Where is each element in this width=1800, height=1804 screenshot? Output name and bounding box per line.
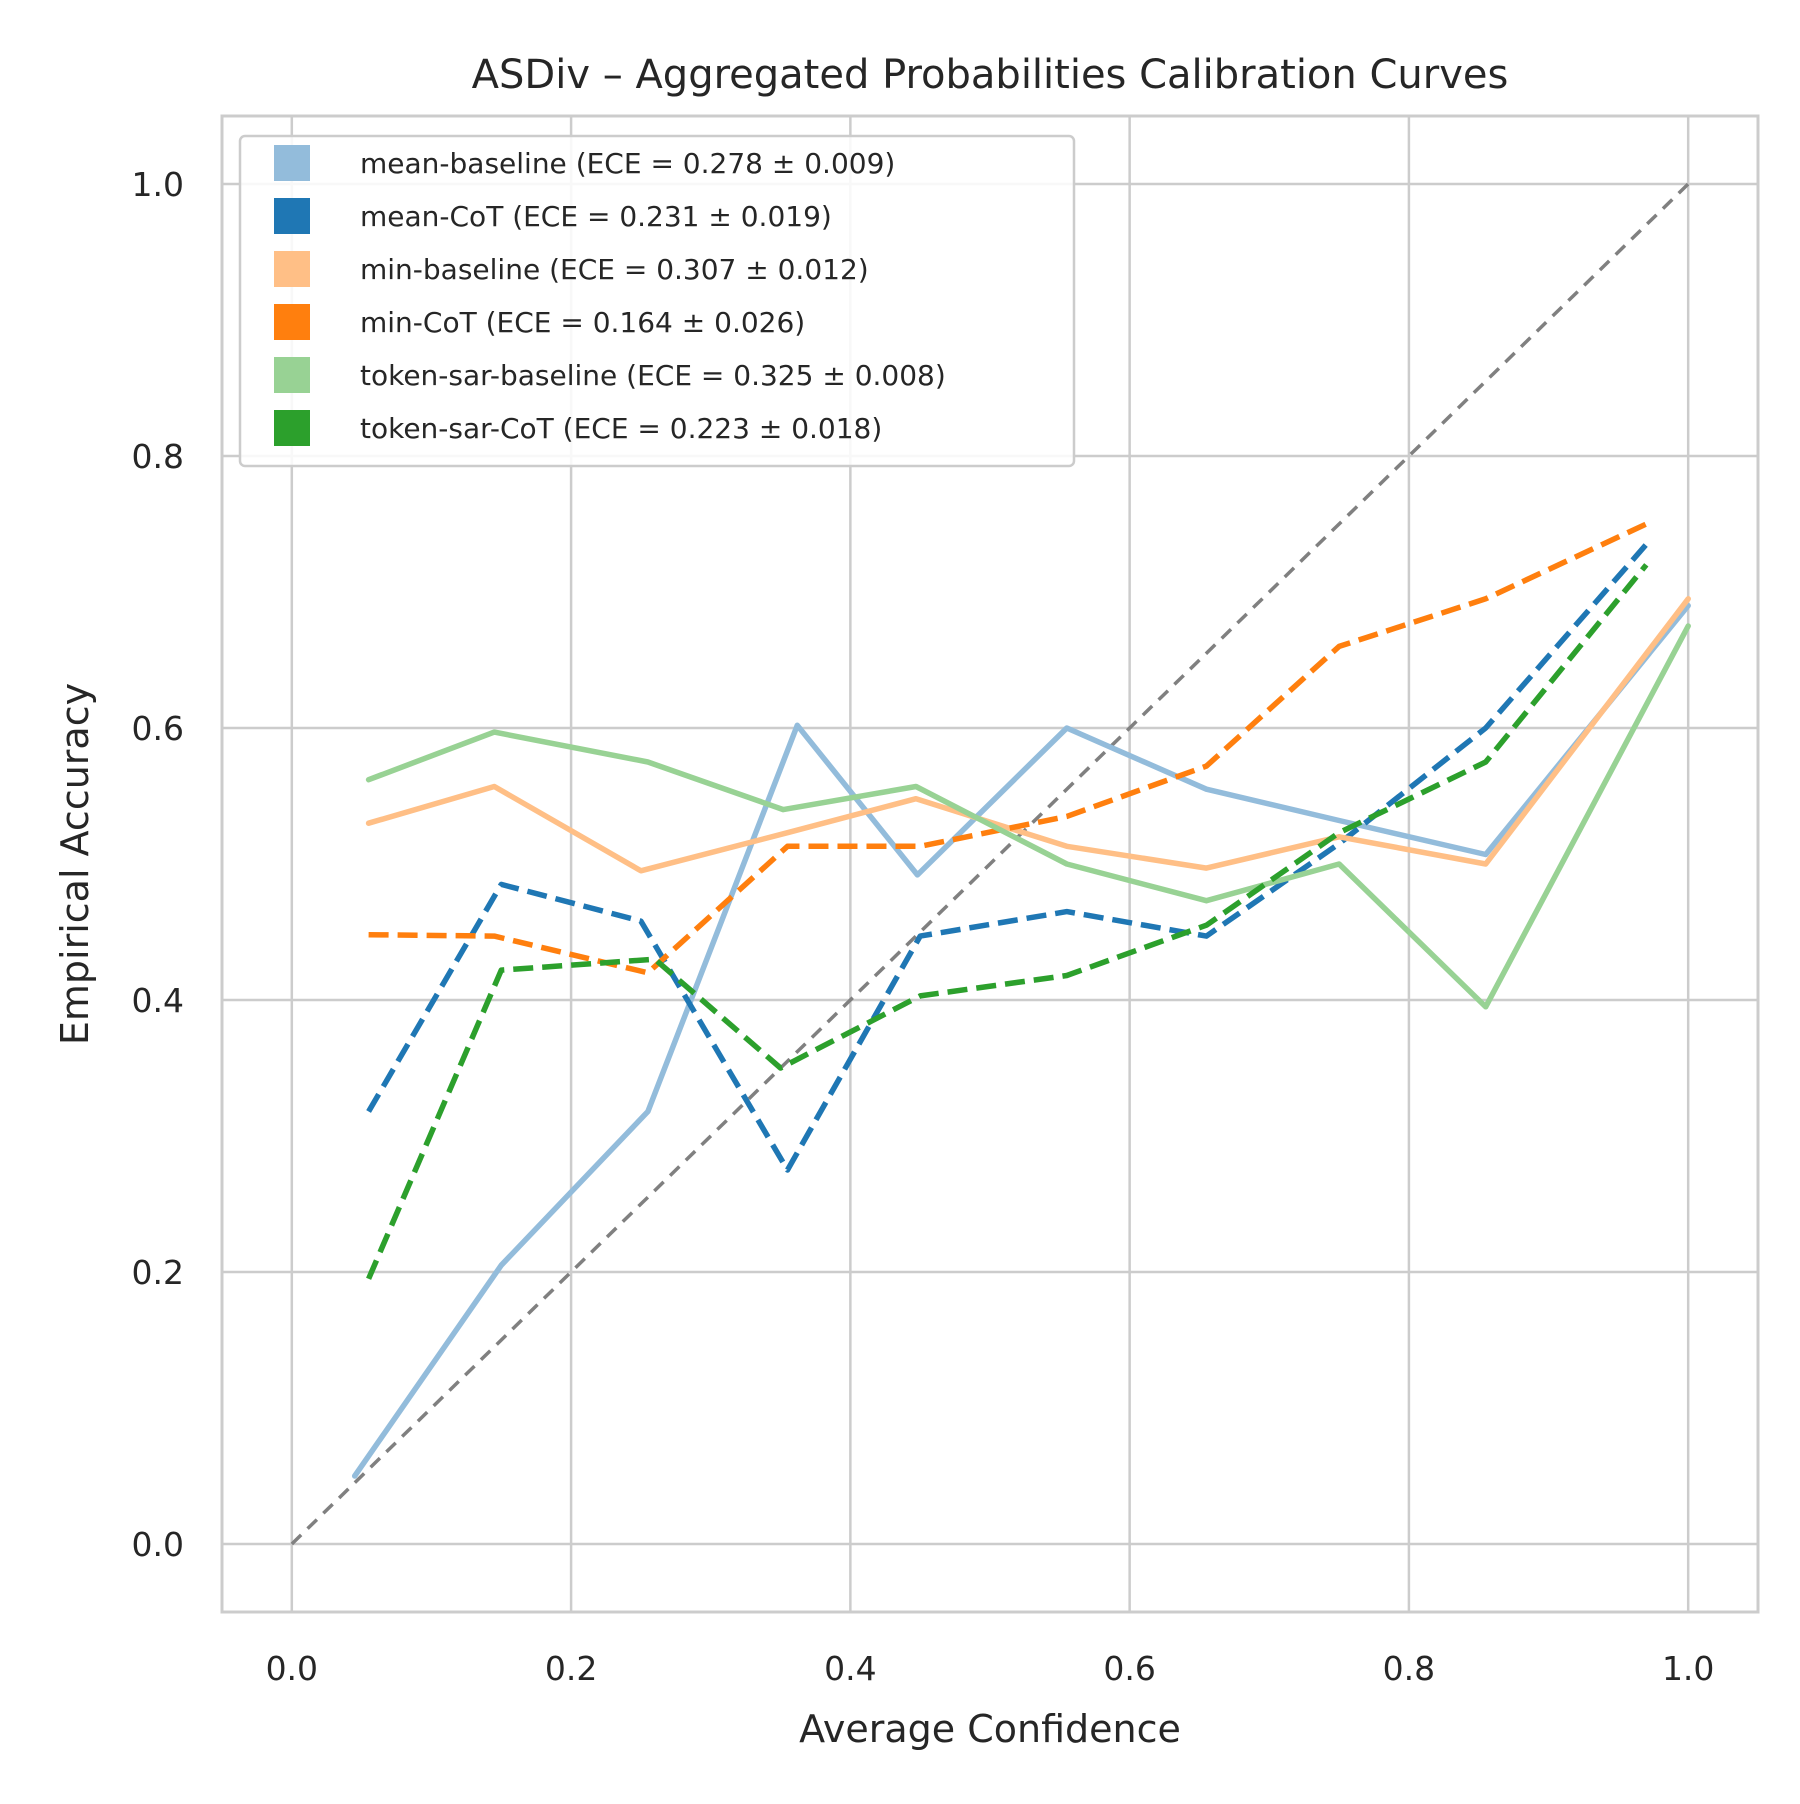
y-tick-label: 0.0 [132, 1525, 184, 1564]
series-lines [351, 521, 1691, 1479]
x-tick-label: 0.2 [545, 1649, 597, 1688]
y-tick-label: 0.6 [132, 709, 184, 748]
x-tick-label: 0.0 [266, 1649, 318, 1688]
y-axis-label: Empirical Accuracy [53, 683, 97, 1045]
legend-swatch-2 [274, 251, 310, 287]
legend-label-1: mean-CoT (ECE = 0.231 ± 0.019) [360, 200, 832, 233]
legend-label-0: mean-baseline (ECE = 0.278 ± 0.009) [360, 147, 895, 180]
series-line-2 [365, 596, 1691, 874]
x-tick-label: 0.8 [1383, 1649, 1435, 1688]
x-tick-labels: 0.0 0.2 0.4 0.6 0.8 1.0 [266, 1649, 1715, 1688]
reference-diagonal [290, 182, 1690, 1546]
legend-label-3: min-CoT (ECE = 0.164 ± 0.026) [360, 306, 805, 339]
legend-swatch-3 [274, 304, 310, 340]
legend-swatch-1 [274, 198, 310, 234]
legend-swatch-5 [274, 410, 310, 446]
x-tick-label: 0.4 [824, 1649, 876, 1688]
series-line-4 [365, 623, 1691, 1010]
series-line-0 [351, 602, 1691, 1479]
legend-label-5: token-sar-CoT (ECE = 0.223 ± 0.018) [360, 412, 882, 445]
x-tick-label: 1.0 [1662, 1649, 1714, 1688]
y-tick-labels: 0.0 0.2 0.4 0.6 0.8 1.0 [132, 165, 184, 1564]
legend: mean-baseline (ECE = 0.278 ± 0.009) mean-… [238, 134, 1076, 468]
plot-frame [220, 114, 1760, 1614]
legend-swatch-0 [274, 145, 310, 181]
y-tick-label: 1.0 [132, 165, 184, 204]
legend-label-2: min-baseline (ECE = 0.307 ± 0.012) [360, 253, 869, 286]
y-tick-label: 0.8 [132, 437, 184, 476]
legend-swatch-4 [274, 357, 310, 393]
series-line-1 [366, 542, 1649, 1173]
y-tick-label: 0.4 [132, 981, 184, 1020]
x-tick-label: 0.6 [1103, 1649, 1155, 1688]
y-tick-label: 0.2 [132, 1253, 184, 1292]
series-line-5 [366, 563, 1649, 1280]
perfect-calibration-line [290, 182, 1690, 1546]
legend-box [238, 134, 1076, 468]
chart-title: ASDiv – Aggregated Probabilities Calibra… [472, 52, 1509, 98]
legend-label-4: token-sar-baseline (ECE = 0.325 ± 0.008) [360, 359, 946, 392]
x-axis-label: Average Confidence [799, 1707, 1181, 1751]
series-line-3 [368, 521, 1648, 976]
